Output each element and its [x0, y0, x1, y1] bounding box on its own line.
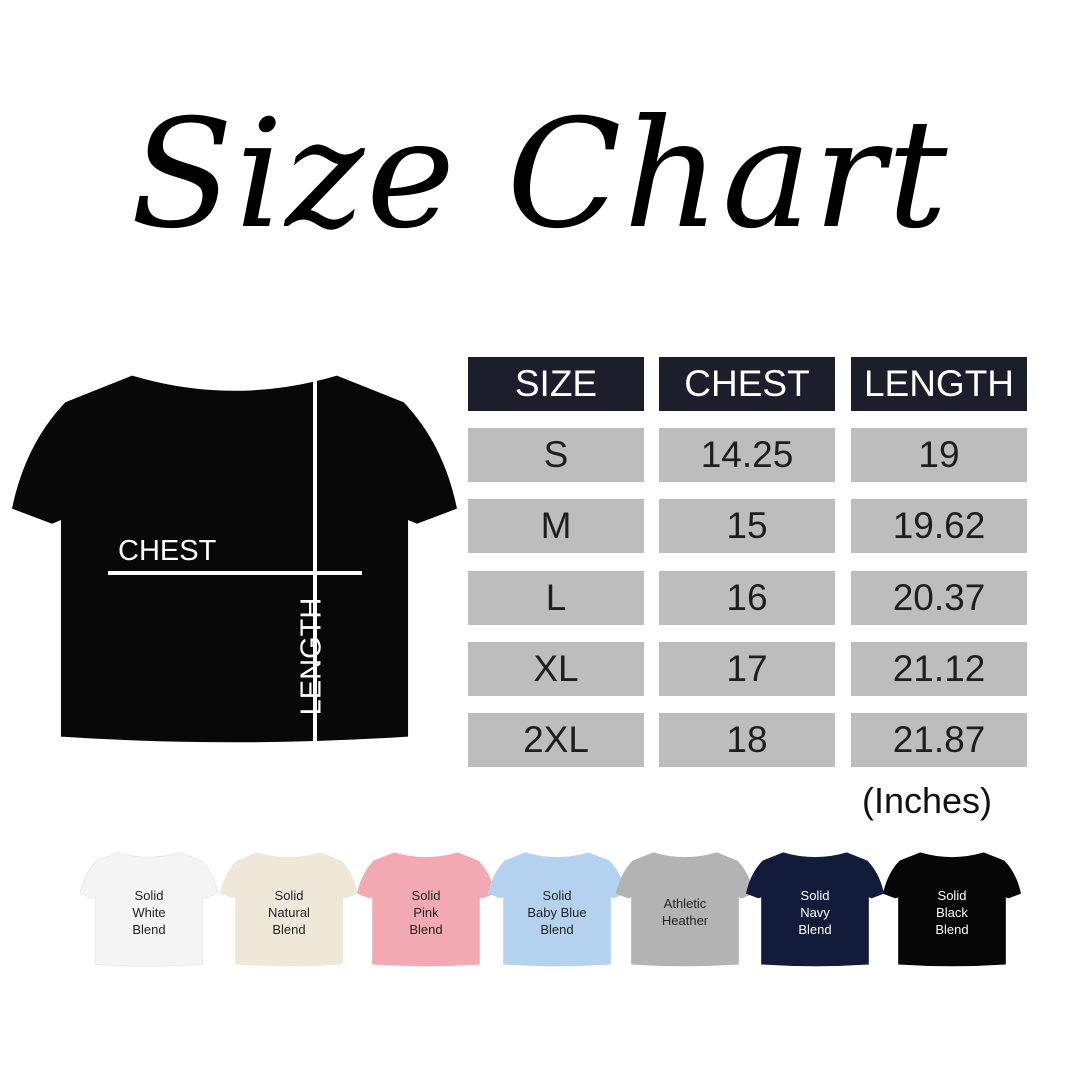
length-measure-line: [313, 378, 317, 743]
color-name-line: Solid: [274, 887, 304, 903]
color-option: Solid White Blend: [80, 850, 218, 968]
tshirt-icon: [883, 852, 1021, 967]
color-name-line: Blend: [540, 921, 574, 937]
cell-length: 21.87: [851, 713, 1027, 767]
color-option: Solid Natural Blend: [220, 850, 358, 968]
page-title: Size Chart: [130, 88, 950, 262]
color-name-line: White: [132, 904, 166, 920]
color-option: Solid Black Blend: [883, 850, 1021, 968]
color-name-line: Solid: [411, 887, 441, 903]
color-option: Athletic Heather: [616, 850, 754, 968]
color-name-line: Baby Blue: [527, 904, 587, 920]
color-name-line: Solid: [134, 887, 164, 903]
cell-length: 20.37: [851, 571, 1027, 625]
color-name: Solid White Blend: [80, 850, 218, 968]
color-name: Solid Pink Blend: [357, 850, 495, 968]
tshirt-icon: [488, 852, 626, 967]
tshirt-icon: [616, 852, 754, 967]
color-option: Solid Navy Blend: [746, 850, 884, 968]
color-name-line: Blend: [798, 921, 832, 937]
cell-size: XL: [468, 642, 644, 696]
color-option: Solid Pink Blend: [357, 850, 495, 968]
color-name: Solid Navy Blend: [746, 850, 884, 968]
black-tshirt-diagram: [12, 368, 457, 748]
color-name-line: Navy: [800, 904, 830, 920]
cell-chest: 18: [659, 713, 835, 767]
color-name-line: Natural: [268, 904, 310, 920]
tshirt-icon: [80, 851, 218, 967]
header-chest: CHEST: [659, 357, 835, 411]
color-name-line: Pink: [413, 904, 439, 920]
color-name-line: Blend: [935, 921, 969, 937]
cell-size: L: [468, 571, 644, 625]
color-name-line: Blend: [272, 921, 306, 937]
header-length: LENGTH: [851, 357, 1027, 411]
color-name-line: Black: [936, 904, 968, 920]
color-name-line: Solid: [542, 887, 572, 903]
cell-chest: 14.25: [659, 428, 835, 482]
color-name: Solid Natural Blend: [220, 850, 358, 968]
cell-chest: 17: [659, 642, 835, 696]
cell-length: 19: [851, 428, 1027, 482]
cell-size: 2XL: [468, 713, 644, 767]
tshirt-icon: [220, 852, 358, 967]
cell-chest: 15: [659, 499, 835, 553]
tshirt-icon: [357, 852, 495, 967]
chest-measure-line: [108, 571, 362, 575]
color-name: Solid Baby Blue Blend: [488, 850, 626, 968]
color-name: Solid Black Blend: [883, 850, 1021, 968]
cell-length: 21.12: [851, 642, 1027, 696]
color-option: Solid Baby Blue Blend: [488, 850, 626, 968]
cell-size: S: [468, 428, 644, 482]
color-name-line: Blend: [132, 921, 166, 937]
unit-label: (Inches): [862, 780, 993, 821]
color-name: Athletic Heather: [616, 850, 754, 968]
cell-chest: 16: [659, 571, 835, 625]
color-name-line: Blend: [409, 921, 443, 937]
header-size: SIZE: [468, 357, 644, 411]
length-label: LENGTH: [295, 597, 328, 716]
color-name-line: Heather: [661, 913, 709, 928]
color-name-line: Athletic: [663, 896, 707, 911]
chest-label: CHEST: [118, 535, 217, 567]
cell-size: M: [468, 499, 644, 553]
tshirt-icon: [746, 852, 884, 967]
color-name-line: Solid: [937, 887, 967, 903]
color-name-line: Solid: [800, 887, 830, 903]
cell-length: 19.62: [851, 499, 1027, 553]
